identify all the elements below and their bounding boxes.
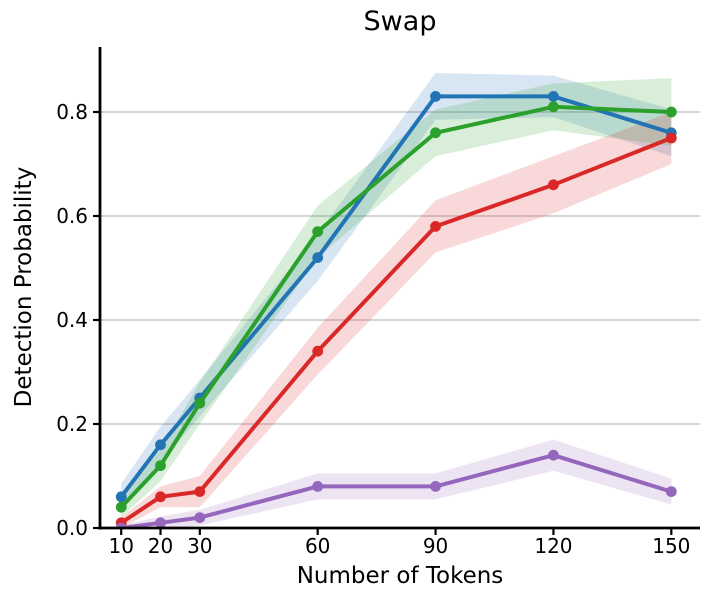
x-tick-label: 10 (108, 534, 133, 558)
series-group (115, 73, 677, 528)
point-green-x90 (430, 127, 441, 139)
y-tick-label: 0.0 (56, 516, 88, 540)
point-red-x60 (312, 345, 324, 357)
point-purple-x60 (312, 481, 324, 492)
point-blue-x10 (115, 491, 127, 503)
x-tick-label: 20 (148, 534, 173, 558)
point-red-x90 (430, 221, 441, 232)
x-tick-label: 90 (423, 534, 448, 558)
point-green-x120 (548, 101, 559, 113)
point-purple-x30 (194, 512, 206, 523)
x-tick-label: 30 (187, 534, 212, 558)
x-tick-label: 60 (305, 534, 330, 558)
point-green-x150 (665, 106, 677, 118)
point-blue-x120 (548, 91, 559, 102)
x-axis-label: Number of Tokens (296, 563, 504, 589)
point-blue-x20 (155, 439, 166, 451)
point-red-x30 (194, 486, 206, 497)
x-tick-label: 120 (534, 534, 572, 558)
point-blue-x60 (312, 252, 324, 263)
y-tick-label: 0.6 (56, 204, 88, 228)
point-red-x20 (155, 491, 166, 503)
point-purple-x20 (155, 517, 166, 528)
y-tick-label: 0.4 (56, 308, 88, 332)
point-green-x30 (194, 397, 206, 409)
point-green-x10 (115, 501, 127, 513)
point-blue-x90 (430, 91, 441, 102)
point-red-x120 (548, 179, 559, 191)
y-tick-label: 0.2 (56, 412, 88, 436)
point-red-x150 (665, 132, 677, 144)
chart-title: Swap (363, 6, 437, 37)
point-green-x60 (312, 226, 324, 238)
point-green-x20 (155, 460, 166, 471)
x-tick-label: 150 (652, 534, 690, 558)
point-purple-x150 (665, 486, 677, 497)
point-purple-x120 (548, 449, 559, 461)
point-purple-x90 (430, 481, 441, 492)
y-tick-label: 0.8 (56, 100, 88, 124)
